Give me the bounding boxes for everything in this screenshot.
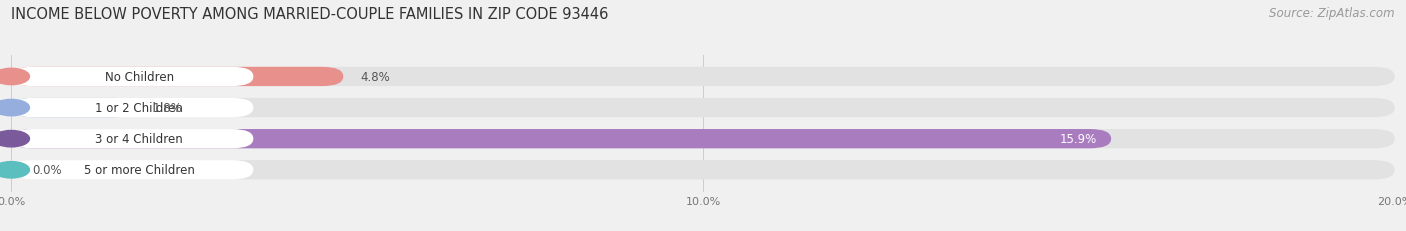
FancyBboxPatch shape — [11, 161, 1395, 180]
Text: Source: ZipAtlas.com: Source: ZipAtlas.com — [1270, 7, 1395, 20]
Circle shape — [0, 100, 30, 116]
FancyBboxPatch shape — [11, 98, 253, 118]
FancyBboxPatch shape — [11, 161, 253, 180]
FancyBboxPatch shape — [11, 67, 1395, 87]
Text: 1 or 2 Children: 1 or 2 Children — [96, 102, 183, 115]
FancyBboxPatch shape — [11, 98, 136, 118]
FancyBboxPatch shape — [11, 67, 253, 87]
Circle shape — [0, 131, 30, 147]
Text: 1.8%: 1.8% — [153, 102, 183, 115]
Text: 15.9%: 15.9% — [1060, 133, 1097, 146]
FancyBboxPatch shape — [11, 129, 1395, 149]
Text: 5 or more Children: 5 or more Children — [84, 164, 194, 176]
Circle shape — [0, 69, 30, 85]
FancyBboxPatch shape — [11, 67, 343, 87]
FancyBboxPatch shape — [11, 98, 1395, 118]
FancyBboxPatch shape — [11, 129, 1111, 149]
Text: No Children: No Children — [104, 71, 174, 84]
Text: 0.0%: 0.0% — [32, 164, 62, 176]
FancyBboxPatch shape — [11, 129, 253, 149]
Circle shape — [0, 162, 30, 178]
Text: 3 or 4 Children: 3 or 4 Children — [96, 133, 183, 146]
Text: INCOME BELOW POVERTY AMONG MARRIED-COUPLE FAMILIES IN ZIP CODE 93446: INCOME BELOW POVERTY AMONG MARRIED-COUPL… — [11, 7, 609, 22]
Text: 4.8%: 4.8% — [360, 71, 391, 84]
